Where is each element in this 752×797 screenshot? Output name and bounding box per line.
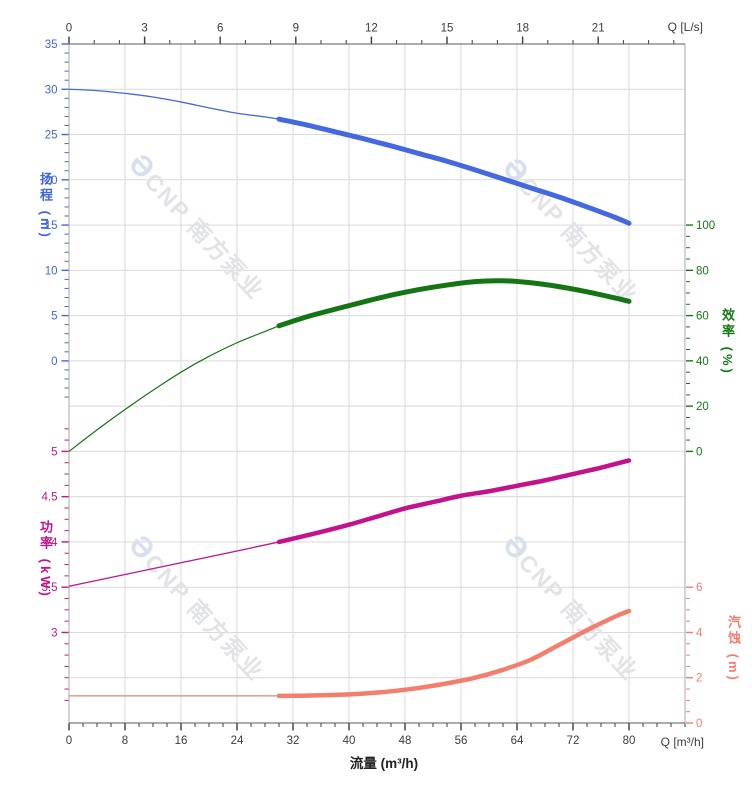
tick-label: 6 [217, 23, 223, 35]
tick-label: 12 [365, 23, 378, 35]
tick-label: 25 [45, 130, 58, 142]
tick-label: 15 [441, 23, 454, 35]
tick-label: 60 [696, 311, 709, 323]
bottom-axis-ticks: 0 8 16 24 32 40 48 56 64 72 80 [66, 723, 686, 747]
tick-label: 0 [696, 718, 702, 730]
tick-label: 4.5 [42, 492, 58, 504]
tick-label: 2 [696, 673, 702, 685]
tick-label: 5 [51, 311, 57, 323]
tick-label: 0 [51, 356, 57, 368]
tick-label: 3 [141, 23, 147, 35]
efficiency-curve [68, 278, 632, 452]
tick-label: 3 [51, 627, 57, 639]
tick-label: 20 [45, 175, 58, 187]
bottom-flow-unit-label: Q [m³/h] [660, 735, 704, 749]
tick-label: 48 [399, 735, 412, 747]
tick-label: 15 [45, 220, 58, 232]
tick-label: 40 [696, 356, 709, 368]
tick-label: 0 [696, 446, 702, 458]
efficiency-axis-ticks: 100 80 60 40 20 0 [686, 220, 715, 458]
power-axis-title: 功率 (kW) [38, 520, 53, 599]
tick-label: 72 [567, 735, 580, 747]
watermark-brand: ƏCNP 南方泵业 [122, 147, 273, 306]
flow-axis-title: 流量 (m³/h) [349, 756, 419, 771]
tick-label: 100 [696, 220, 715, 232]
npsh-axis-title: 汽蚀 (m) [726, 615, 741, 683]
tick-label: 0 [66, 23, 72, 35]
tick-label: 18 [516, 23, 529, 35]
tick-label: 4 [51, 537, 58, 549]
tick-label: 6 [696, 582, 702, 594]
watermark-brand: ƏCNP 南方泵业 [122, 528, 273, 687]
tick-label: 80 [623, 735, 636, 747]
tick-label: 21 [592, 23, 605, 35]
tick-label: 9 [293, 23, 299, 35]
head-axis-title: 扬程 (m) [38, 172, 53, 240]
npsh-axis-ticks: 6 4 2 0 [686, 582, 703, 730]
tick-label: 16 [175, 735, 188, 747]
tick-label: 3.5 [42, 582, 58, 594]
tick-label: 64 [511, 735, 524, 747]
tick-label: 80 [696, 265, 709, 277]
head-curve [68, 88, 632, 226]
top-flow-unit-label: Q [L/s] [667, 20, 703, 34]
tick-label: 56 [455, 735, 468, 747]
tick-label: 4 [696, 627, 703, 639]
tick-label: 20 [696, 401, 709, 413]
tick-label: 24 [231, 735, 244, 747]
tick-label: 40 [343, 735, 356, 747]
head-axis-ticks: 35 30 25 20 15 10 5 0 [45, 39, 69, 398]
watermark-brand: ƏCNP 南方泵业 [496, 151, 647, 310]
tick-label: 10 [45, 265, 58, 277]
tick-label: 35 [45, 39, 58, 51]
power-axis-ticks: 5 4.5 4 3.5 3 [42, 428, 69, 701]
tick-label: 0 [66, 735, 72, 747]
npsh-curve [69, 608, 632, 699]
power-curve [68, 458, 632, 587]
axis-spines [69, 43, 685, 724]
tick-label: 30 [45, 84, 58, 96]
efficiency-axis-title: 效率 (%) [720, 308, 735, 376]
tick-label: 8 [122, 735, 128, 747]
grid-lines [69, 44, 685, 723]
tick-label: 32 [287, 735, 300, 747]
top-axis-ticks: 0 3 6 9 12 15 18 21 [66, 23, 675, 44]
tick-label: 5 [51, 446, 57, 458]
